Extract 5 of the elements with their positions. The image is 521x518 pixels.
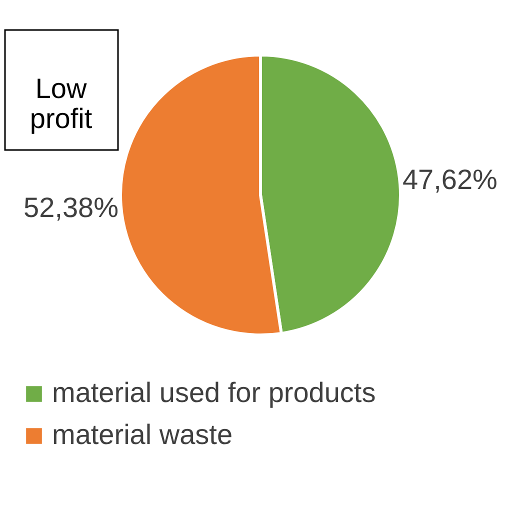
data-label: 52,38%	[24, 192, 119, 224]
legend-label: material used for products	[52, 377, 376, 408]
text: Low profit	[30, 73, 92, 134]
data-label: 47,62%	[402, 164, 498, 195]
legend-label: material waste	[52, 419, 233, 450]
